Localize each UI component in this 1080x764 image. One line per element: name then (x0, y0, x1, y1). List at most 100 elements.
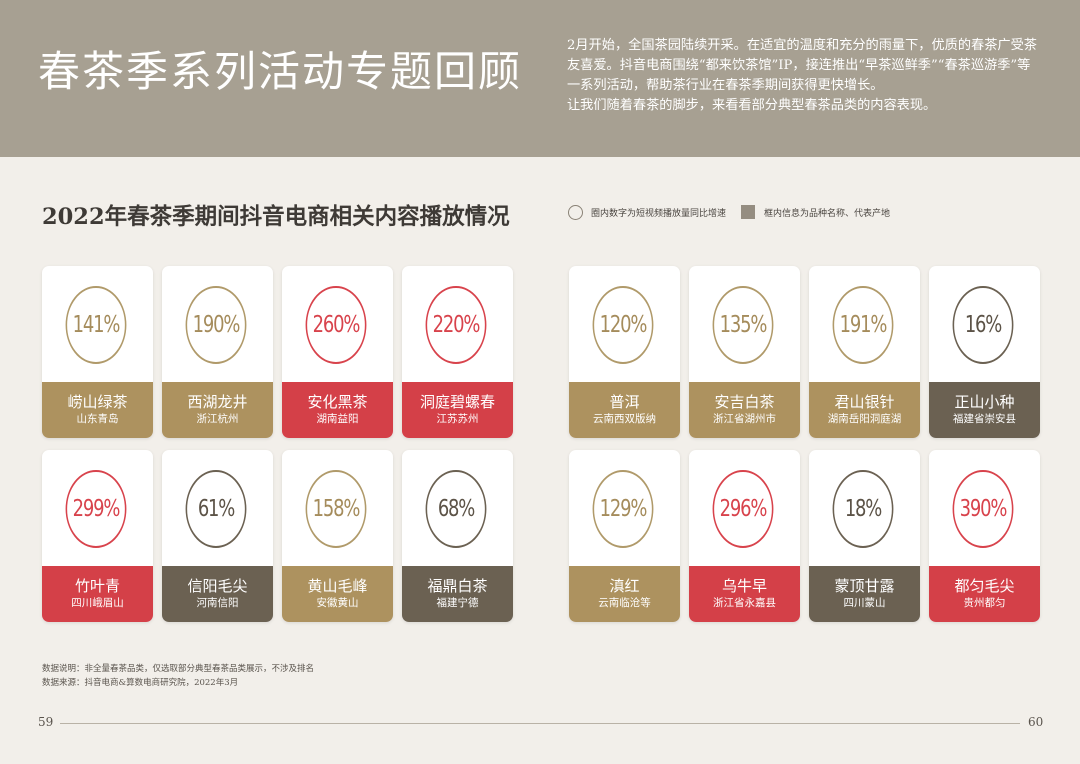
section-title: 2022年春茶季期间抖音电商相关内容播放情况 (42, 204, 510, 230)
growth-percent: 135% (719, 312, 768, 338)
tea-origin: 湖南岳阳洞庭湖 (827, 413, 902, 425)
page-number-left: 59 (38, 715, 54, 729)
tea-card: 220% 洞庭碧螺春 江苏苏州 (402, 266, 513, 438)
growth-ring: 299% (65, 470, 127, 548)
growth-ring: 135% (712, 286, 774, 364)
growth-percent: 260% (312, 312, 361, 338)
tea-name: 君山银针 (834, 393, 895, 411)
tea-info-band: 君山银针湖南岳阳洞庭湖 (809, 382, 920, 438)
growth-percent: 141% (72, 312, 121, 338)
growth-percent: 191% (839, 312, 888, 338)
intro-line: 2月开始，全国茶园陆续开采。在适宜的温度和充分的雨量下，优质的春茶广受茶 (567, 38, 1037, 53)
growth-percent: 120% (599, 312, 648, 338)
growth-percent: 390% (959, 496, 1008, 522)
tea-info-band: 竹叶青 四川峨眉山 (42, 566, 153, 622)
tea-name: 崂山绿茶 (67, 393, 128, 411)
legend-circle-label: 圈内数字为短视频播放量同比增速 (591, 209, 727, 219)
tea-card: 120% 普洱云南西双版纳 (569, 266, 680, 438)
tea-name: 滇红 (609, 577, 640, 595)
tea-info-band: 安化黑茶 湖南益阳 (282, 382, 393, 438)
growth-ring: 120% (592, 286, 654, 364)
tea-card: 16% 正山小种 福建省崇安县 (929, 266, 1040, 438)
tea-info-band: 福鼎白茶 福建宁德 (402, 566, 513, 622)
intro-text: 2月开始，全国茶园陆续开采。在适宜的温度和充分的雨量下，优质的春茶广受茶 友喜爱… (567, 36, 1057, 116)
tea-info-band: 普洱 云南西双版纳 (569, 382, 680, 438)
tea-name: 安化黑茶 (307, 393, 368, 411)
tea-card: 299% 竹叶青四川峨眉山 (42, 450, 153, 622)
page-number-right: 60 (1028, 715, 1044, 729)
tea-card: 296% 乌牛早浙江省永嘉县 (689, 450, 800, 622)
data-note: 数据说明：非全量春茶品类，仅选取部分典型春茶品类展示，不涉及排名 (42, 664, 315, 674)
growth-percent: 296% (719, 496, 768, 522)
tea-card: 18% 蒙顶甘露四川蒙山 (809, 450, 920, 622)
growth-percent: 18% (844, 496, 883, 522)
tea-info-band: 黄山毛峰 安徽黄山 (282, 566, 393, 622)
circle-icon (568, 205, 583, 220)
tea-origin: 浙江省永嘉县 (713, 597, 776, 609)
tea-name: 福鼎白茶 (427, 577, 488, 595)
data-notes: 数据说明：非全量春茶品类，仅选取部分典型春茶品类展示，不涉及排名 数据来源：抖音… (42, 662, 314, 690)
tea-info-band: 崂山绿茶 山东青岛 (42, 382, 153, 438)
growth-percent: 158% (312, 496, 361, 522)
tea-origin: 云南临沧等 (598, 597, 651, 609)
tea-card: 129% 滇红云南临沧等 (569, 450, 680, 622)
tea-origin: 湖南益阳 (316, 413, 359, 425)
tea-origin: 四川蒙山 (843, 597, 886, 609)
data-source: 数据来源：抖音电商&算数电商研究院，2022年3月 (42, 678, 239, 688)
growth-percent: 299% (72, 496, 121, 522)
growth-ring: 141% (65, 286, 127, 364)
intro-line: 一系列活动，帮助茶行业在春茶季期间获得更快增长。 (567, 78, 884, 93)
header-banner: 春茶季系列活动专题回顾 2月开始，全国茶园陆续开采。在适宜的温度和充分的雨量下，… (0, 0, 1080, 157)
tea-name: 普洱 (609, 393, 640, 411)
tea-card: 191% 君山银针湖南岳阳洞庭湖 (809, 266, 920, 438)
tea-card: 68% 福鼎白茶福建宁德 (402, 450, 513, 622)
tea-origin: 河南信阳 (196, 597, 239, 609)
growth-ring: 260% (305, 286, 367, 364)
tea-origin: 云南西双版纳 (593, 413, 656, 425)
growth-ring: 61% (185, 470, 247, 548)
tea-info-band: 蒙顶甘露 四川蒙山 (809, 566, 920, 622)
growth-ring: 220% (425, 286, 487, 364)
tea-origin: 贵州都匀 (963, 597, 1006, 609)
growth-percent: 16% (964, 312, 1003, 338)
tea-name: 都匀毛尖 (954, 577, 1015, 595)
tea-origin: 浙江省湖州市 (713, 413, 776, 425)
growth-ring: 190% (185, 286, 247, 364)
tea-name: 正山小种 (954, 393, 1015, 411)
tea-origin: 安徽黄山 (316, 597, 359, 609)
growth-percent: 129% (599, 496, 648, 522)
tea-info-band: 信阳毛尖 河南信阳 (162, 566, 273, 622)
tea-name: 蒙顶甘露 (834, 577, 895, 595)
growth-ring: 191% (832, 286, 894, 364)
growth-percent: 220% (432, 312, 481, 338)
intro-line: 让我们随着春茶的脚步，来看看部分典型春茶品类的内容表现。 (567, 98, 937, 113)
tea-name: 黄山毛峰 (307, 577, 368, 595)
tea-origin: 江苏苏州 (436, 413, 479, 425)
tea-card: 135% 安吉白茶浙江省湖州市 (689, 266, 800, 438)
tea-card: 158% 黄山毛峰安徽黄山 (282, 450, 393, 622)
tea-origin: 福建宁德 (436, 597, 479, 609)
footer-divider (60, 723, 1020, 724)
tea-name: 竹叶青 (74, 577, 120, 595)
legend-square-label: 框内信息为品种名称、代表产地 (764, 208, 891, 219)
growth-ring: 390% (952, 470, 1014, 548)
tea-name: 安吉白茶 (714, 393, 775, 411)
tea-card: 61% 信阳毛尖 河南信阳 (162, 450, 273, 622)
tea-name: 西湖龙井 (187, 393, 248, 411)
growth-ring: 158% (305, 470, 367, 548)
legend-circle: 圈内数字为短视频播放量同比增速 (568, 205, 726, 220)
tea-name: 乌牛早 (721, 577, 767, 595)
square-icon (741, 205, 755, 219)
tea-origin: 四川峨眉山 (71, 597, 124, 609)
growth-percent: 68% (437, 496, 476, 522)
tea-info-band: 洞庭碧螺春 江苏苏州 (402, 382, 513, 438)
intro-line: 友喜爱。抖音电商围绕“都来饮茶馆”IP，接连推出“早茶巡鲜季”“春茶巡游季”等 (567, 58, 1031, 73)
growth-ring: 68% (425, 470, 487, 548)
tea-card: 190% 西湖龙井 浙江杭州 (162, 266, 273, 438)
tea-info-band: 安吉白茶浙江省湖州市 (689, 382, 800, 438)
growth-percent: 190% (192, 312, 241, 338)
growth-ring: 16% (952, 286, 1014, 364)
page-title: 春茶季系列活动专题回顾 (38, 47, 523, 96)
tea-info-band: 都匀毛尖 贵州都匀 (929, 566, 1040, 622)
tea-info-band: 乌牛早 浙江省永嘉县 (689, 566, 800, 622)
